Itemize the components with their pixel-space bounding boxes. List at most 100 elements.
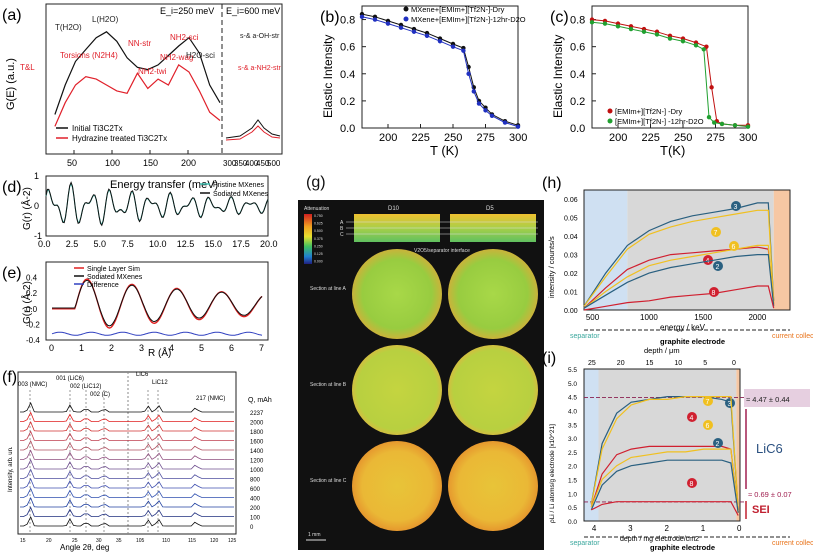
panel-d-xtick-label: 10.0 [149,239,167,249]
panel-b-point [450,44,456,49]
panel-f-peak-label: 217 (NMC) [196,396,225,402]
panel-c-label: (c) [550,9,569,26]
panel-i-series-badge [703,420,713,430]
panel-a-xlabel: Energy transfer (meV) [110,179,218,191]
panel-a-annotation: NH2-sci [170,33,199,42]
panel-e-xtick-label: 7 [259,343,264,353]
panel-i-series-7 [590,395,739,510]
panel-h-ytick-label: 0.03 [564,253,578,260]
panel-i-top-tick-label: 20 [617,360,625,367]
panel-d: (d) 0.0 2.5 5.0 7.5 10.0 12.5 15.0 17.5 20.0 -1 0 1… [0,171,290,252]
panel-h-ytick-label: 0.02 [564,271,578,278]
panel-f-xlabel: Angle 2θ, deg [60,543,109,552]
panel-f-pattern-2000 [20,411,234,422]
panel-f-capacity-label: 1200 [250,459,264,465]
panel-i-top-tick-label: 25 [588,360,596,367]
panel-f-capacity-label: 600 [250,487,261,493]
panel-i-series-badge [687,478,697,488]
panel-f-capacity-label: 1400 [250,449,264,455]
panel-c-point [654,32,660,37]
panel-e-ytick-label: 0.4 [26,274,38,283]
panel-e-ytick-label: -0.4 [26,336,40,345]
panel-d-xtick-label: 0.0 [38,239,51,249]
panel-c-point [706,114,712,120]
panel-h-ytick-label: 0.00 [564,308,578,315]
panel-i-top-tick-label: 0 [732,360,736,367]
panel-i-series-2 [590,459,739,513]
panel-i-top-tick-label: 5 [703,360,707,367]
panel-b-legend-label: MXene+[EMIm+][Tf2N-]-Dry [411,5,505,14]
panel-h-series-7 [583,209,775,307]
panel-a-annotation: H2O-sci [186,51,215,60]
panel-b: (b) 200 225 250 275 300 0.0 0.2 0.4 0.6 0.8 T (K) E… [318,0,528,160]
panel-f-peak-label: LiC12 [152,380,168,386]
panel-i-series-badge [703,396,713,406]
panel-i-ytick-label: 4.5 [568,395,577,402]
panel-i-series-6 [590,448,739,513]
panel-a-annotation: NH2-twi [138,67,167,76]
panel-a-svg: (a) E_i=250 meV E_i=600 meV G(E) (a.u.) … [2,3,283,191]
panel-h-series-badge-label: 7 [714,230,718,237]
panel-g-colorbar [304,214,312,264]
panel-e-svg: (e) 0 1 2 3 4 5 6 7 -0.4 -0.2 0.0 0.2 0.4 R (Å) G(r) (… [2,261,269,359]
panel-a-xtick-label: 300 [223,159,237,168]
panel-g-column-title: D10 [388,206,400,212]
panel-g-colorbar-tick: 0.750 [314,214,323,218]
panel-e-legend-label: Sodiated MXenes [87,274,143,281]
panel-h-region-label-separator: separator [570,333,600,340]
panel-f-label: (f) [2,369,17,386]
panel-f-xtick-label: 20 [46,538,52,544]
panel-a-xtick-label: 50 [67,158,77,168]
panel-i-series-4 [590,445,739,513]
panel-g-interface-label: V2O5/separator interface [414,248,470,254]
panel-h-xtick-label: 1000 [640,313,658,322]
panel-c-ytick-label: 0.2 [570,96,585,108]
panel-f-pattern-400 [20,487,234,498]
disc-d10-section-a [352,249,442,339]
panel-c-legend-label: [EMIm+][Tf2N-] -Dry [615,107,683,116]
panel-f-pattern-2237 [20,402,234,413]
panel-e-xtick-label: 3 [139,343,144,353]
panel-g-section-label: Section at line C [310,478,347,484]
panel-i-label: (i) [542,350,556,367]
panel-c-frame [591,5,749,129]
panel-c-point [602,21,608,26]
panel-i-xtick-label: 4 [592,524,597,533]
panel-h-label: (h) [542,175,562,192]
panel-b-point [502,120,508,125]
panel-c-point [701,47,706,52]
panel-h-xlabel: energy / keV [660,323,706,332]
panel-g-colorbar-tick: 0.500 [314,229,323,233]
panel-b-xtick-label: 275 [477,132,495,144]
panel-f: (f) 15 20 25 30 35 105 110 115 120 125 Angle 2θ, d… [0,362,290,553]
panel-g-svg: Attenuation 0.750 0.625 0.500 0.375 0.250 0.12… [298,200,544,550]
panel-i-ytick-label: 4.0 [568,408,577,415]
panel-f-pattern-0 [20,516,234,527]
panel-d-series-sodiated [45,181,269,227]
panel-c-point [641,29,647,34]
panel-h-series-badge-label: 2 [716,264,720,271]
panel-f-capacity-label: 1800 [250,430,264,436]
panel-c-point [680,39,686,44]
panel-c-xtick-label: 225 [642,132,660,144]
panel-a: (a) E_i=250 meV E_i=600 meV G(E) (a.u.) … [0,0,290,195]
panel-f-pattern-1200 [20,449,234,460]
panel-d-label: (d) [2,179,22,196]
panel-c-ytick-label: 0.0 [570,123,585,135]
panel-i-xtick-label: 1 [701,524,706,533]
panel-f-xtick-label: 110 [162,538,170,544]
panel-d-legend-label: Sodiated MXenes [213,191,269,198]
panel-b-xtick-label: 225 [412,132,430,144]
panel-e-legend-label: Single Layer Sim [87,266,140,273]
panel-g-colorbar-title: Attenuation [304,206,330,212]
panel-f-pattern-1000 [20,459,234,470]
panel-g-section-label: Section at line A [310,286,347,292]
panel-h-xtick-label: 1500 [694,313,712,322]
panel-e-xtick-label: 5 [199,343,204,353]
panel-f-pattern-100 [20,506,234,517]
panel-c: (c) 200 225 250 275 300 0.0 0.2 0.4 0.6 0.8 T(K) El… [548,0,758,160]
panel-c-point [712,120,717,125]
panel-i-ytick-label: 5.0 [568,381,577,388]
panel-e-frame [45,261,269,341]
panel-i-frame [583,368,741,522]
